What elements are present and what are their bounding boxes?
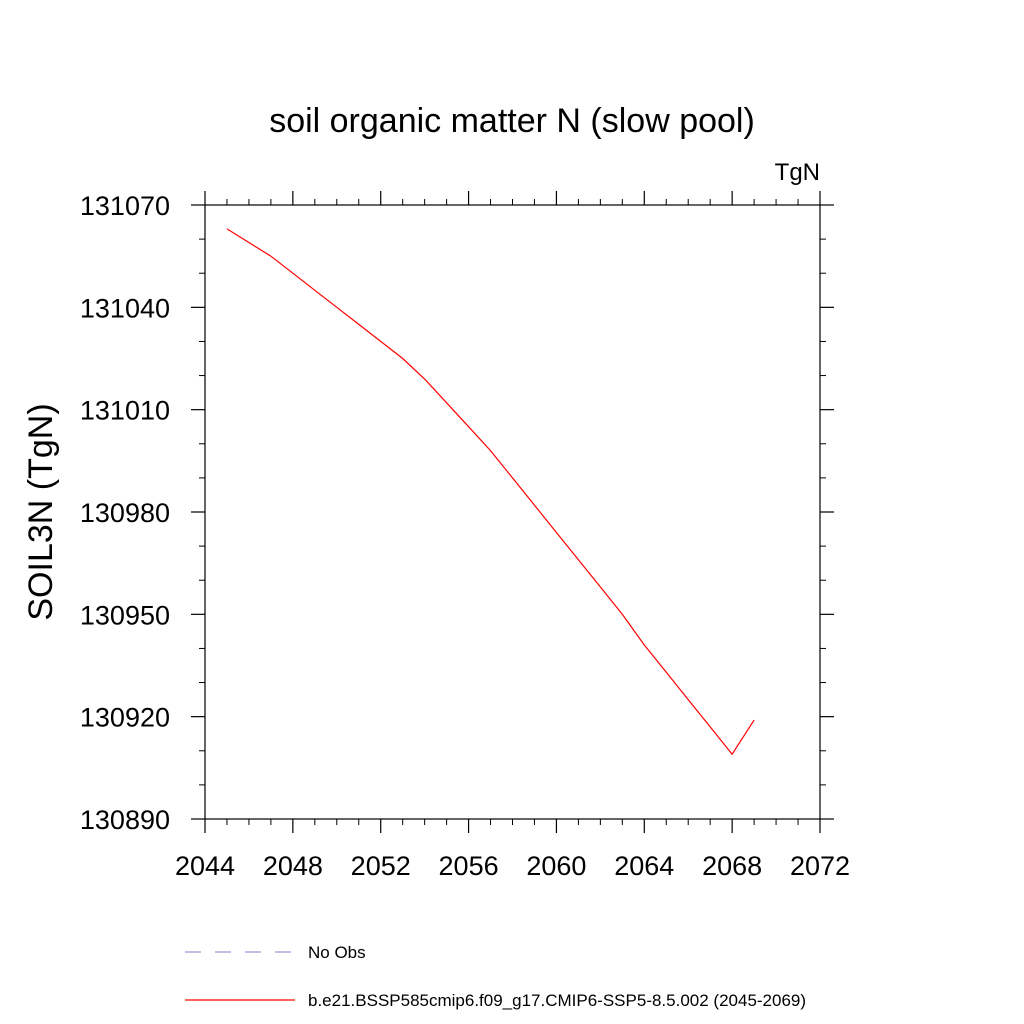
x-tick-label: 2052 [351, 851, 411, 881]
series-group [226, 228, 755, 756]
y-tick-label: 131070 [80, 191, 170, 221]
plot-frame [204, 204, 821, 820]
units-label: TgN [775, 159, 820, 186]
x-tick-label: 2056 [439, 851, 499, 881]
x-tick-label: 2072 [790, 851, 850, 881]
axis-ticks [191, 191, 834, 833]
x-tick-labels: 2044 2048 2052 2056 2060 2064 2068 2072 [175, 851, 850, 881]
x-tick-label: 2068 [702, 851, 762, 881]
legend-label: b.e21.BSSP585cmip6.f09_g17.CMIP6-SSP5-8.… [308, 991, 806, 1010]
x-tick-label: 2048 [263, 851, 323, 881]
x-tick-label: 2044 [175, 851, 235, 881]
series-line [226, 228, 755, 756]
y-axis-label: SOIL3N (TgN) [22, 403, 60, 620]
y-tick-label: 130920 [80, 703, 170, 733]
x-tick-label: 2060 [526, 851, 586, 881]
y-tick-label: 131010 [80, 396, 170, 426]
y-tick-label: 130890 [80, 805, 170, 835]
y-tick-label: 130980 [80, 498, 170, 528]
y-tick-label: 131040 [80, 293, 170, 323]
y-tick-label: 130950 [80, 600, 170, 630]
x-tick-label: 2064 [614, 851, 674, 881]
legend: No Obs b.e21.BSSP585cmip6.f09_g17.CMIP6-S… [185, 943, 806, 1010]
y-tick-labels: 130890 130920 130950 130980 131010 131040 1310… [80, 191, 170, 835]
legend-label: No Obs [308, 943, 366, 962]
chart-title: soil organic matter N (slow pool) [269, 102, 755, 140]
